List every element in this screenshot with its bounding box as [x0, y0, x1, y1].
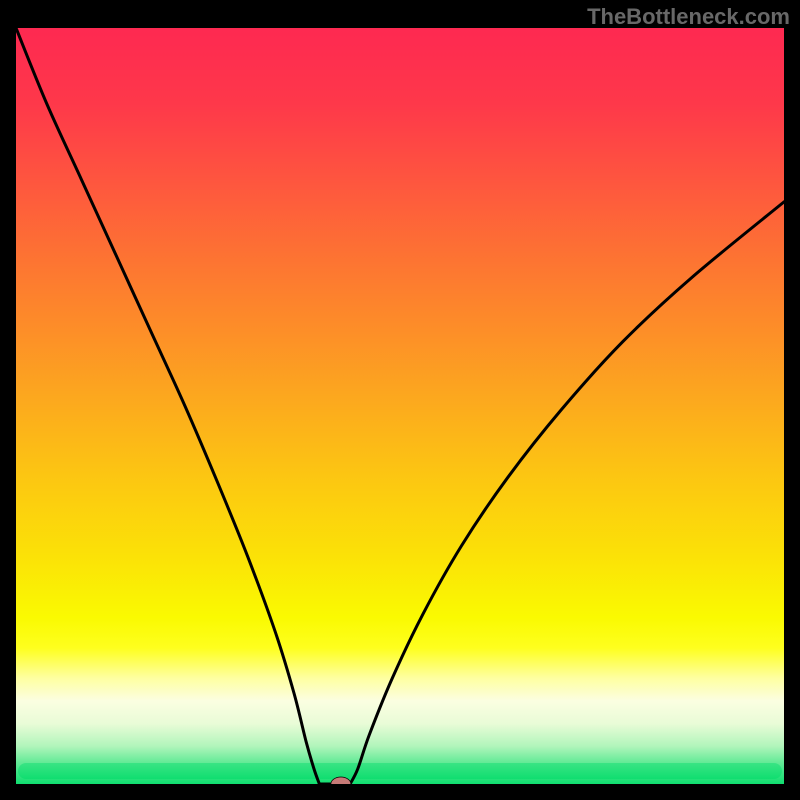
- bottleneck-chart: TheBottleneck.com: [0, 0, 800, 800]
- watermark-text: TheBottleneck.com: [587, 4, 790, 30]
- chart-svg: [0, 0, 800, 800]
